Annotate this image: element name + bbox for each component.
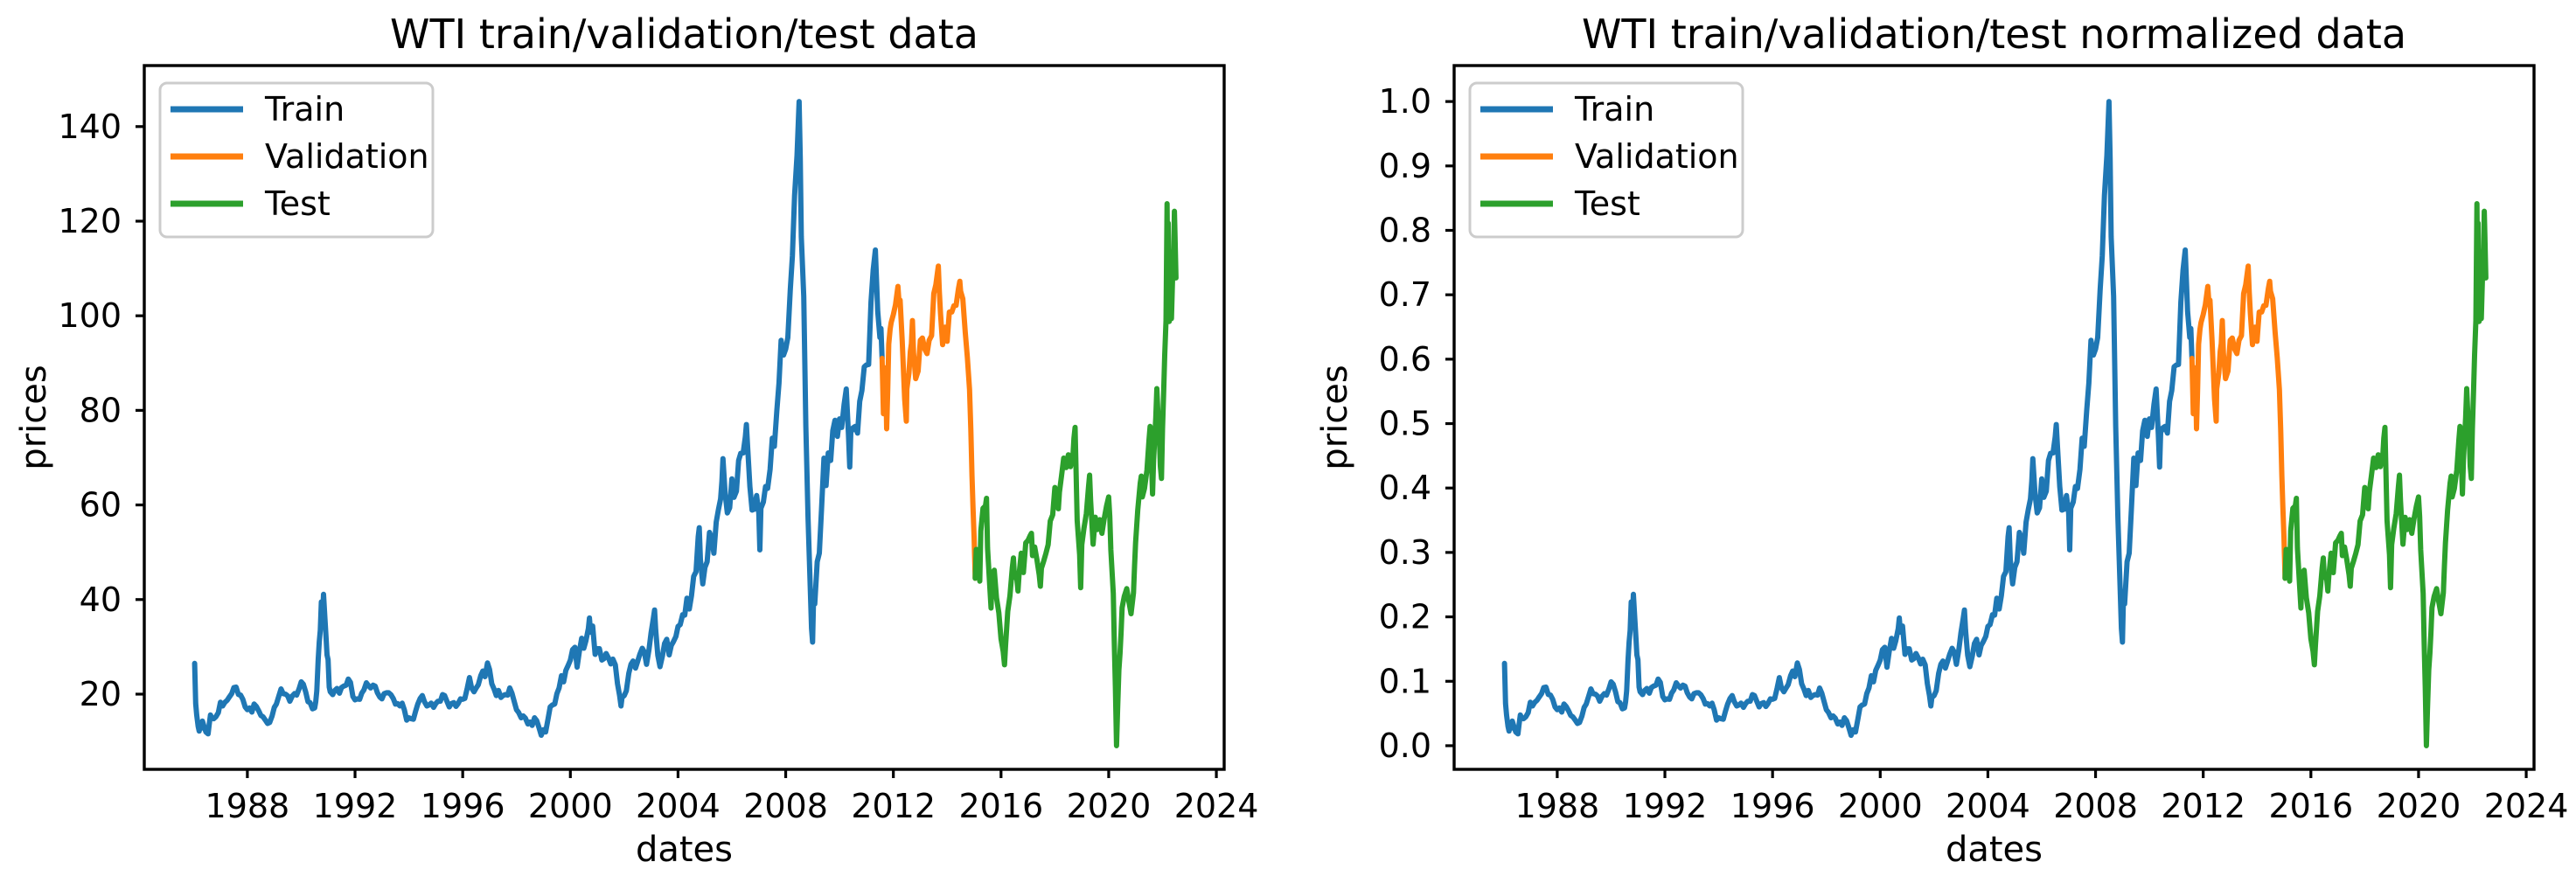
series-line-validation: [879, 263, 978, 581]
legend-label: Test: [1574, 184, 1640, 223]
x-tick-label: 2012: [851, 787, 936, 825]
chart-normalized: 1988 1992 1996 2000 2004 2008 2012 2016 2020 2024…: [1315, 10, 2568, 870]
x-tick-label: 2008: [2053, 787, 2138, 825]
x-tick-label: 1992: [313, 787, 398, 825]
y-tick-label: 0.3: [1379, 533, 1431, 572]
legend-label: Validation: [1575, 137, 1739, 176]
x-tick-label: 2012: [2161, 787, 2245, 825]
x-tick-label: 2016: [2268, 787, 2353, 825]
y-axis-label: prices: [1315, 365, 1355, 469]
x-axis-label: dates: [636, 830, 733, 870]
series-line-test: [972, 201, 1179, 748]
x-tick-label: 2020: [1067, 787, 1152, 825]
y-axis-label: prices: [14, 365, 54, 469]
y-tick-label: 140: [58, 108, 122, 146]
chart-title: WTI train/validation/test data: [390, 10, 978, 58]
y-tick-label: 80: [80, 391, 122, 429]
plot-border: [1452, 64, 2536, 771]
x-tick-label: 2000: [528, 787, 613, 825]
y-tick-label: 0.0: [1379, 727, 1431, 765]
x-tick-label: 2004: [1946, 787, 2030, 825]
y-tick-label: 40: [80, 581, 122, 619]
x-tick-label: 2016: [958, 787, 1043, 825]
x-tick-label: 1996: [421, 787, 505, 825]
x-tick-label: 1988: [205, 787, 290, 825]
series-line-train: [191, 99, 885, 738]
chart-title: WTI train/validation/test normalized dat…: [1582, 10, 2406, 58]
y-tick-label: 1.0: [1379, 82, 1431, 121]
y-tick-label: 120: [58, 202, 122, 240]
y-tick-label: 0.4: [1379, 469, 1431, 507]
legend-box: [1468, 81, 1744, 239]
y-tick-label: 0.7: [1379, 275, 1431, 314]
plot-border: [143, 64, 1226, 771]
x-tick-label: 2008: [743, 787, 828, 825]
x-tick-label: 2000: [1838, 787, 1923, 825]
y-tick-label: 60: [80, 486, 122, 525]
legend-label: Test: [264, 184, 331, 223]
x-tick-label: 2024: [2484, 787, 2569, 825]
series-line-train: [1501, 99, 2195, 739]
y-tick-label: 0.9: [1379, 147, 1431, 185]
series-line-test: [2282, 201, 2489, 748]
y-tick-label: 20: [80, 675, 122, 713]
y-tick-label: 0.6: [1379, 340, 1431, 379]
x-tick-label: 1992: [1623, 787, 1708, 825]
x-tick-label: 2020: [2377, 787, 2461, 825]
series-line-validation: [2189, 263, 2288, 581]
legend-box: [158, 81, 435, 239]
chart-raw: 1988 1992 1996 2000 2004 2008 2012 2016 2020 2024…: [14, 10, 1258, 870]
x-axis-label: dates: [1946, 830, 2043, 870]
x-tick-label: 1996: [1730, 787, 1815, 825]
y-tick-label: 100: [58, 296, 122, 335]
x-tick-label: 2004: [636, 787, 721, 825]
x-tick-label: 1988: [1515, 787, 1600, 825]
x-tick-label: 2024: [1174, 787, 1259, 825]
legend-label: Validation: [265, 137, 429, 176]
legend-label: Train: [1574, 90, 1654, 129]
y-tick-label: 0.5: [1379, 405, 1431, 443]
y-tick-label: 0.1: [1379, 662, 1431, 700]
legend-label: Train: [264, 90, 345, 129]
y-tick-label: 0.2: [1379, 598, 1431, 636]
y-tick-label: 0.8: [1379, 211, 1431, 249]
